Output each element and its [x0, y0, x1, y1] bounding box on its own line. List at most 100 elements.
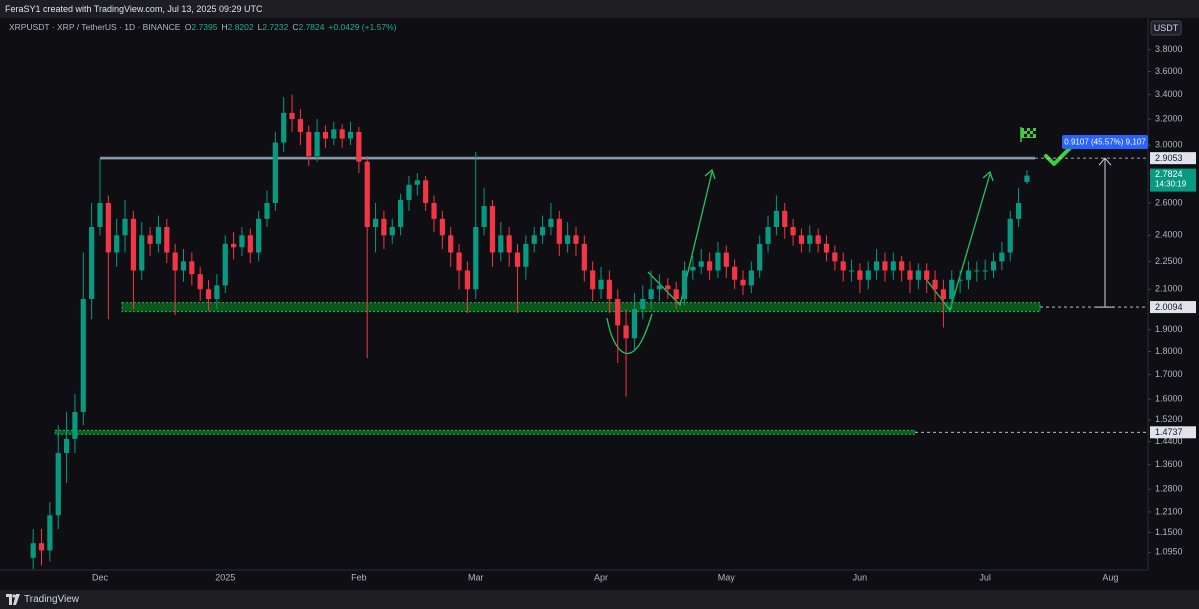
candle-body: [230, 243, 237, 248]
candle-body: [473, 226, 479, 290]
candle-body: [974, 270, 980, 272]
candle-body: [406, 184, 412, 200]
candle-body: [874, 261, 880, 271]
candle-body: [398, 199, 404, 227]
candle-body: [890, 261, 896, 271]
x-tick-label: May: [718, 572, 736, 582]
candle-body: [857, 270, 863, 280]
candle-body: [924, 270, 930, 280]
candle-body: [915, 270, 921, 280]
level-badge-label: 2.9053: [1155, 153, 1183, 163]
ohlc-value: 2.7824: [298, 22, 325, 32]
currency-label: USDT: [1154, 23, 1179, 33]
candle-body: [539, 226, 546, 236]
candle-body: [414, 180, 420, 185]
candle-body: [882, 261, 888, 271]
candle-body: [155, 226, 162, 244]
candle-body: [289, 112, 295, 120]
candle-body: [807, 235, 813, 244]
candle-body: [556, 218, 562, 244]
candle-body: [197, 274, 203, 290]
x-tick-label: Dec: [92, 572, 109, 582]
candle-body: [456, 252, 462, 271]
support-zone: [121, 302, 1041, 313]
candle-body: [130, 218, 136, 271]
candle-body: [907, 270, 913, 280]
candle-body: [899, 261, 905, 271]
candle-body: [72, 411, 78, 439]
footer: TradingView: [0, 590, 1199, 609]
candle-body: [55, 453, 61, 516]
level-badge: [1150, 426, 1196, 439]
candle-body: [957, 279, 963, 281]
candle-body: [615, 298, 621, 326]
candle-body: [63, 438, 70, 454]
candle-body: [565, 235, 571, 244]
y-tick-label: 1.5200: [1155, 414, 1183, 424]
candle-body: [782, 210, 788, 227]
candle-body: [823, 243, 830, 253]
lower-level-band: [54, 429, 916, 435]
candle-body: [481, 206, 487, 227]
candle-body: [732, 266, 738, 280]
candle-body: [815, 235, 821, 244]
candle-body: [640, 298, 646, 309]
y-tick-label: 1.9000: [1155, 324, 1183, 334]
candle-body: [172, 252, 178, 271]
logo: [6, 594, 20, 605]
arrow-drawing: [647, 171, 713, 307]
candle-body: [423, 180, 429, 203]
candle-body: [656, 285, 663, 290]
candle-body: [932, 279, 938, 290]
candle-body: [940, 289, 947, 299]
y-tick-label: 1.3600: [1155, 459, 1183, 469]
candle-body: [548, 218, 554, 227]
candle-body: [590, 270, 596, 290]
ohlc-value: 2.7232: [262, 22, 289, 32]
y-tick-label: 3.4000: [1155, 89, 1183, 99]
ohlc-key: C: [292, 22, 299, 32]
candle-body: [180, 261, 187, 271]
candle-body: [222, 243, 228, 286]
candle-body: [364, 161, 370, 227]
candle-body: [30, 543, 36, 558]
last-price-badge: [1150, 168, 1196, 192]
ohlc-value: 2.8202: [227, 22, 254, 32]
y-tick-label: 1.7000: [1155, 369, 1183, 379]
candle-body: [665, 285, 671, 290]
candle-body: [523, 243, 529, 267]
x-tick-label: Apr: [594, 572, 608, 582]
y-tick-label: 3.6000: [1155, 66, 1183, 76]
candle-body: [372, 218, 379, 227]
y-tick-label: 1.0950: [1155, 547, 1183, 557]
measure-label: 0.9107 (45.57%) 9,107: [1064, 138, 1146, 147]
level-badge-label: 1.4737: [1155, 427, 1183, 437]
level-layer: [54, 156, 1041, 435]
candle-body: [122, 218, 128, 236]
candle-body: [631, 308, 638, 339]
candle-body: [798, 235, 805, 244]
candle-body: [147, 235, 153, 244]
candle-body: [531, 235, 537, 244]
candle-body: [573, 235, 579, 244]
candle-body: [581, 243, 587, 271]
candle-body: [356, 131, 362, 162]
candle-body: [297, 119, 303, 132]
x-tick-label: Feb: [351, 572, 367, 582]
symbol: XRPUSDT · XRP / TetherUS · 1D · BINANCE: [9, 22, 181, 32]
arrow-head: [704, 168, 716, 180]
y-tick-label: 1.8000: [1155, 346, 1183, 356]
level-badge-label: 2.0094: [1155, 302, 1183, 312]
candle-body: [673, 289, 679, 299]
measure-label-bg: [1062, 135, 1148, 149]
curve-drawing: [606, 313, 653, 355]
y-tick-label: 2.2500: [1155, 256, 1183, 266]
y-tick-label: 1.4400: [1155, 436, 1183, 446]
candle-body: [706, 261, 713, 271]
candle-body: [773, 210, 779, 227]
y-tick-label: 1.2100: [1155, 506, 1183, 516]
y-tick-label: 1.2800: [1155, 484, 1183, 494]
candle-body: [164, 226, 170, 253]
x-tick-label: Aug: [1102, 572, 1118, 582]
